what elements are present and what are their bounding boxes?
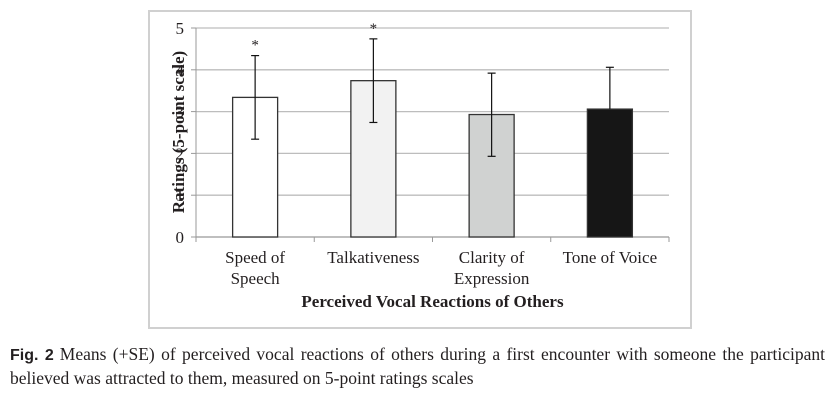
figure-caption: Fig. 2 Means (+SE) of perceived vocal rea…	[10, 343, 825, 389]
bar	[586, 108, 634, 238]
y-tick-label: 5	[176, 19, 185, 38]
x-tick-label: Talkativeness	[327, 248, 419, 267]
y-tick-label: 0	[176, 228, 185, 247]
bar-chart: 0 1 2 3 4 5 * Speed of Speech * Talkativeness Clari…	[169, 19, 670, 311]
x-axis-title: Perceived Vocal Reactions of Others	[301, 292, 564, 311]
y-axis-title: Ratings (5-point scale)	[169, 51, 188, 213]
x-tick-label: Clarity of	[459, 248, 525, 267]
caption-text: Means (+SE) of perceived vocal reactions…	[10, 344, 826, 388]
x-tick-label: Speed of	[225, 248, 285, 267]
figure-label: Fig. 2	[10, 347, 54, 364]
y-tick-label: 4	[176, 61, 185, 80]
significance-marker: *	[251, 38, 259, 54]
y-tick-label: 2	[176, 144, 185, 163]
chart-frame	[148, 10, 692, 329]
significance-marker: *	[370, 21, 378, 37]
y-tick-label: 1	[176, 186, 185, 205]
x-tick-label: Tone of Voice	[563, 248, 658, 267]
x-tick-label: Expression	[454, 269, 530, 288]
y-tick-label: 3	[176, 103, 185, 122]
x-tick-label: Speech	[231, 269, 281, 288]
